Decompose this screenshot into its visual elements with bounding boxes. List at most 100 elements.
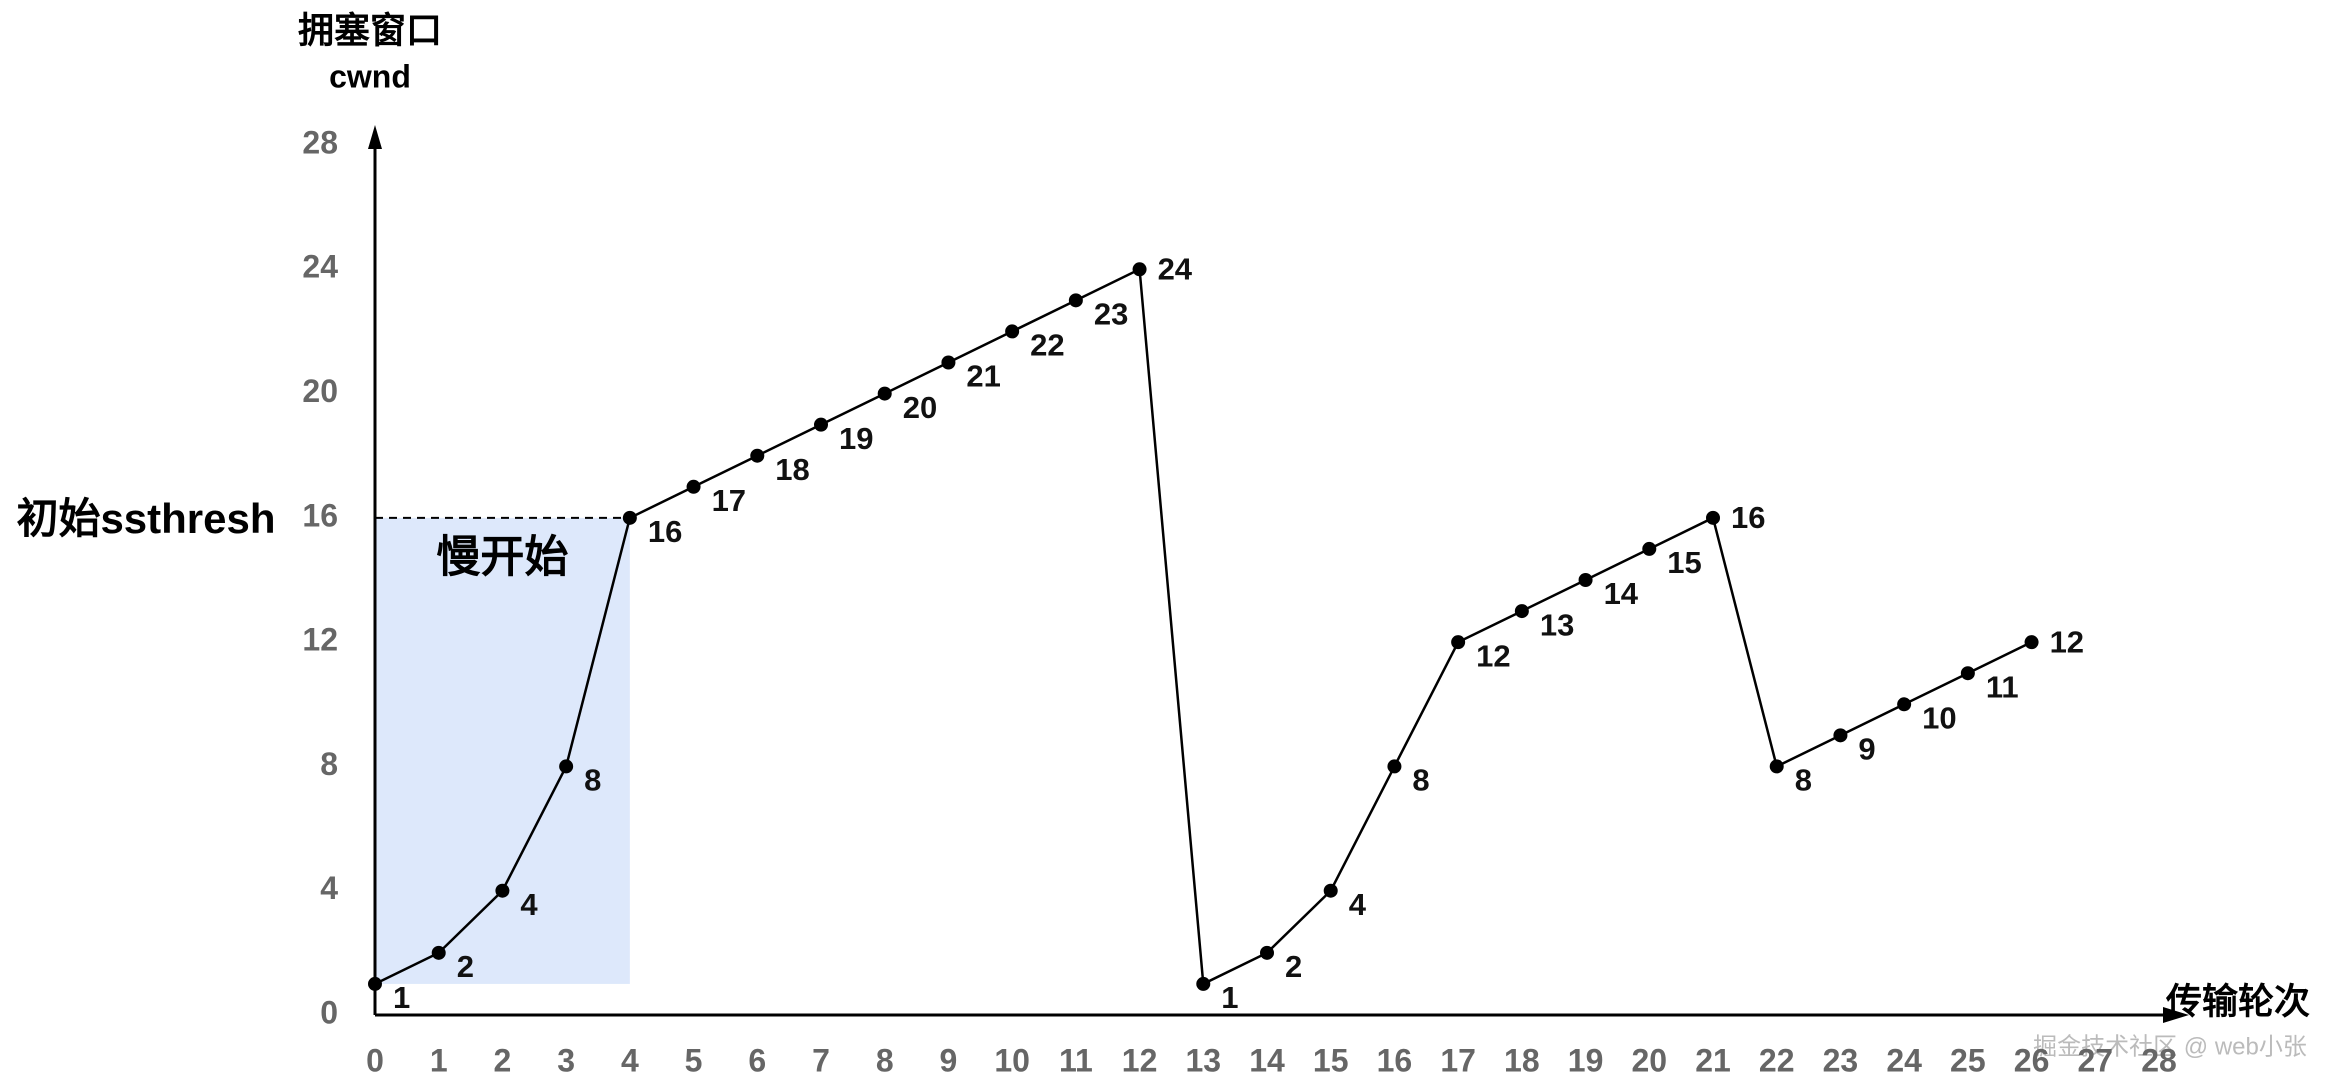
data-label: 4 [520,887,538,922]
data-label: 13 [1540,607,1574,642]
data-label: 23 [1094,297,1128,332]
data-point [495,883,510,898]
data-point [1514,604,1529,619]
x-tick-label: 0 [366,1042,384,1078]
x-tick-label: 9 [940,1042,958,1078]
data-label: 24 [1158,251,1193,286]
data-label: 8 [1412,763,1429,798]
x-tick-label: 22 [1759,1042,1795,1078]
data-label: 9 [1858,732,1875,767]
x-tick-label: 14 [1249,1042,1285,1078]
x-tick-label: 1 [430,1042,448,1078]
data-label: 8 [584,763,601,798]
data-point [622,510,637,525]
x-tick-label: 8 [876,1042,894,1078]
x-axis-label: 传输轮次 [2165,981,2310,1022]
data-point [1196,976,1211,991]
data-label: 16 [648,514,682,549]
data-point [750,448,765,463]
y-tick-label: 24 [302,249,338,285]
data-label: 19 [839,421,873,456]
x-tick-label: 7 [812,1042,830,1078]
x-tick-label: 15 [1313,1042,1349,1078]
data-label: 21 [966,359,1000,394]
data-label: 8 [1795,763,1812,798]
data-point [686,479,701,494]
x-tick-label: 4 [621,1042,639,1078]
data-point [877,386,892,401]
data-label: 22 [1030,328,1064,363]
x-tick-label: 21 [1695,1042,1731,1078]
data-label: 2 [457,949,474,984]
y-tick-label: 20 [302,373,338,409]
y-axis-sublabel: cwnd [329,58,411,94]
data-label: 1 [393,980,410,1015]
x-tick-label: 11 [1059,1042,1093,1078]
data-point [559,759,574,774]
x-tick-label: 25 [1950,1042,1986,1078]
data-point [1068,293,1083,308]
y-tick-label: 0 [320,994,338,1030]
data-point [1578,573,1593,587]
data-label: 10 [1922,700,1956,735]
x-tick-label: 5 [685,1042,703,1078]
y-tick-label: 4 [320,870,338,906]
data-point [431,945,446,960]
data-label: 2 [1285,949,1302,984]
data-point [1323,883,1338,898]
data-label: 18 [775,452,809,487]
x-tick-label: 17 [1440,1042,1476,1078]
y-tick-label: 28 [302,124,338,160]
data-point [1769,759,1784,774]
x-axis-arrow [2163,1007,2189,1023]
x-tick-label: 28 [2141,1042,2177,1078]
x-tick-label: 24 [1886,1042,1922,1078]
x-tick-label: 27 [2077,1042,2113,1078]
data-label: 11 [1986,669,2019,704]
x-tick-label: 18 [1504,1042,1540,1078]
x-tick-label: 16 [1377,1042,1413,1078]
watermark: 掘金技术社区 @ web小张 [2033,1033,2307,1060]
x-tick-label: 6 [748,1042,766,1078]
data-label: 15 [1667,545,1701,580]
x-tick-label: 12 [1122,1042,1158,1078]
data-label: 17 [712,483,746,518]
x-tick-label: 19 [1568,1042,1604,1078]
ssthresh-label: 初始ssthresh [16,495,275,542]
data-label: 16 [1731,500,1765,535]
data-label: 12 [2050,624,2084,659]
data-point [1005,324,1020,339]
data-point [1833,728,1848,743]
x-tick-label: 3 [557,1042,575,1078]
x-tick-label: 20 [1631,1042,1667,1078]
data-label: 1 [1221,980,1238,1015]
data-point [1260,945,1274,960]
data-point [1960,666,1975,681]
data-point [1451,635,1466,650]
data-point [1387,759,1402,774]
data-point [1642,541,1657,556]
data-point [2024,635,2039,650]
y-axis-label: 拥塞窗口 [298,10,442,51]
data-point [814,417,828,432]
data-label: 14 [1604,576,1639,611]
y-axis-arrow [368,125,382,149]
y-tick-label: 12 [302,622,338,658]
x-tick-label: 2 [494,1042,512,1078]
x-tick-label: 26 [2014,1042,2050,1078]
data-label: 4 [1349,887,1367,922]
data-point [368,976,382,991]
y-tick-label: 16 [302,497,338,533]
data-point [1132,262,1147,277]
data-point [1706,510,1720,525]
x-tick-label: 10 [994,1042,1030,1078]
region-label: 慢开始 [436,532,568,581]
shaded-region [375,517,630,984]
data-point [941,355,956,370]
y-tick-label: 8 [320,746,338,782]
data-label: 12 [1476,638,1510,673]
x-tick-label: 13 [1185,1042,1221,1078]
data-label: 20 [903,390,937,425]
data-point [1897,697,1912,712]
